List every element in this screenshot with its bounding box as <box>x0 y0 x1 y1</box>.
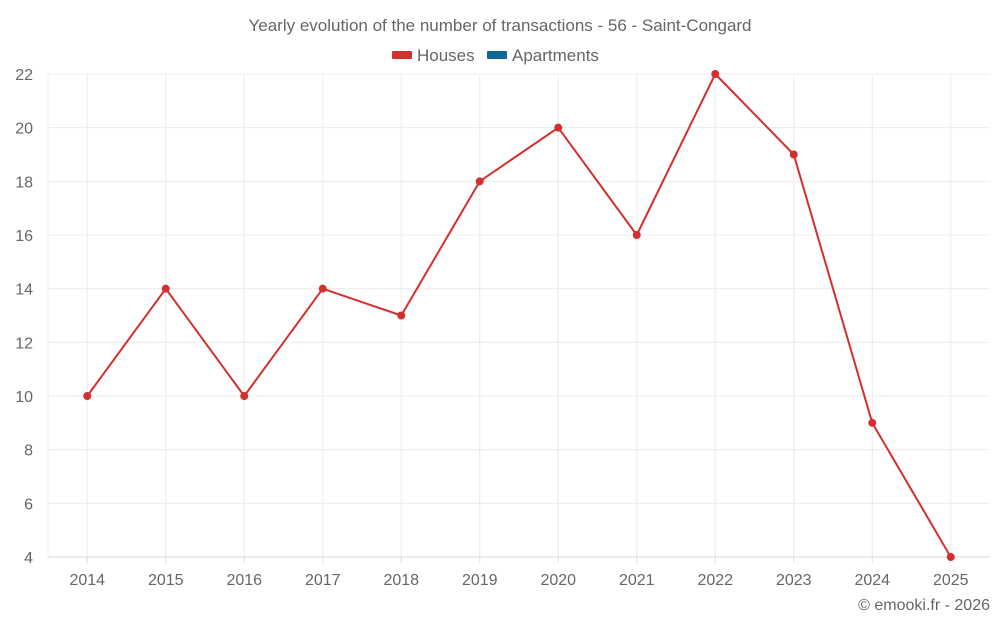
y-tick-label: 16 <box>15 228 33 245</box>
y-tick-label: 8 <box>24 443 33 460</box>
y-tick-label: 22 <box>15 67 33 84</box>
x-tick-label: 2017 <box>305 572 341 589</box>
x-tick-label: 2019 <box>462 572 498 589</box>
grid <box>48 74 990 557</box>
series-layer <box>83 70 955 561</box>
chart: Yearly evolution of the number of transa… <box>0 0 1000 625</box>
x-axis: 2014 2015 2016 2017 2018 2019 2020 2021 2022 2023… <box>48 557 990 589</box>
credit-text: © emooki.fr - 2026 <box>858 597 990 614</box>
legend-item-houses[interactable]: Houses <box>392 46 475 65</box>
legend-swatch-houses <box>392 51 412 59</box>
data-point-houses[interactable] <box>476 177 484 185</box>
data-point-houses[interactable] <box>240 392 248 400</box>
series-line-houses <box>87 74 951 557</box>
x-tick-label: 2015 <box>148 572 184 589</box>
legend-item-apartments[interactable]: Apartments <box>487 46 599 65</box>
legend-swatch-apartments <box>487 51 507 59</box>
y-tick-label: 6 <box>24 496 33 513</box>
x-tick-label: 2025 <box>933 572 969 589</box>
data-point-houses[interactable] <box>83 392 91 400</box>
x-tick-label: 2024 <box>854 572 890 589</box>
y-tick-label: 14 <box>15 282 33 299</box>
x-tick-label: 2020 <box>540 572 576 589</box>
legend-label-houses: Houses <box>417 46 475 65</box>
legend: Houses Apartments <box>392 46 599 65</box>
legend-label-apartments: Apartments <box>512 46 599 65</box>
data-point-houses[interactable] <box>868 419 876 427</box>
data-point-houses[interactable] <box>397 312 405 320</box>
y-tick-label: 4 <box>24 550 33 567</box>
data-point-houses[interactable] <box>633 231 641 239</box>
data-point-houses[interactable] <box>947 553 955 561</box>
data-point-houses[interactable] <box>554 124 562 132</box>
x-tick-label: 2014 <box>69 572 105 589</box>
y-tick-label: 10 <box>15 389 33 406</box>
data-point-houses[interactable] <box>319 285 327 293</box>
x-tick-label: 2021 <box>619 572 655 589</box>
x-tick-label: 2018 <box>383 572 419 589</box>
x-tick-label: 2022 <box>697 572 733 589</box>
y-axis: 4 6 8 10 12 14 16 18 20 22 <box>15 67 48 567</box>
x-tick-label: 2016 <box>226 572 262 589</box>
data-point-houses[interactable] <box>790 151 798 159</box>
y-tick-label: 20 <box>15 121 33 138</box>
data-point-houses[interactable] <box>711 70 719 78</box>
x-tick-label: 2023 <box>776 572 812 589</box>
y-tick-label: 18 <box>15 174 33 191</box>
data-point-houses[interactable] <box>162 285 170 293</box>
y-tick-label: 12 <box>15 335 33 352</box>
chart-title: Yearly evolution of the number of transa… <box>248 16 751 35</box>
